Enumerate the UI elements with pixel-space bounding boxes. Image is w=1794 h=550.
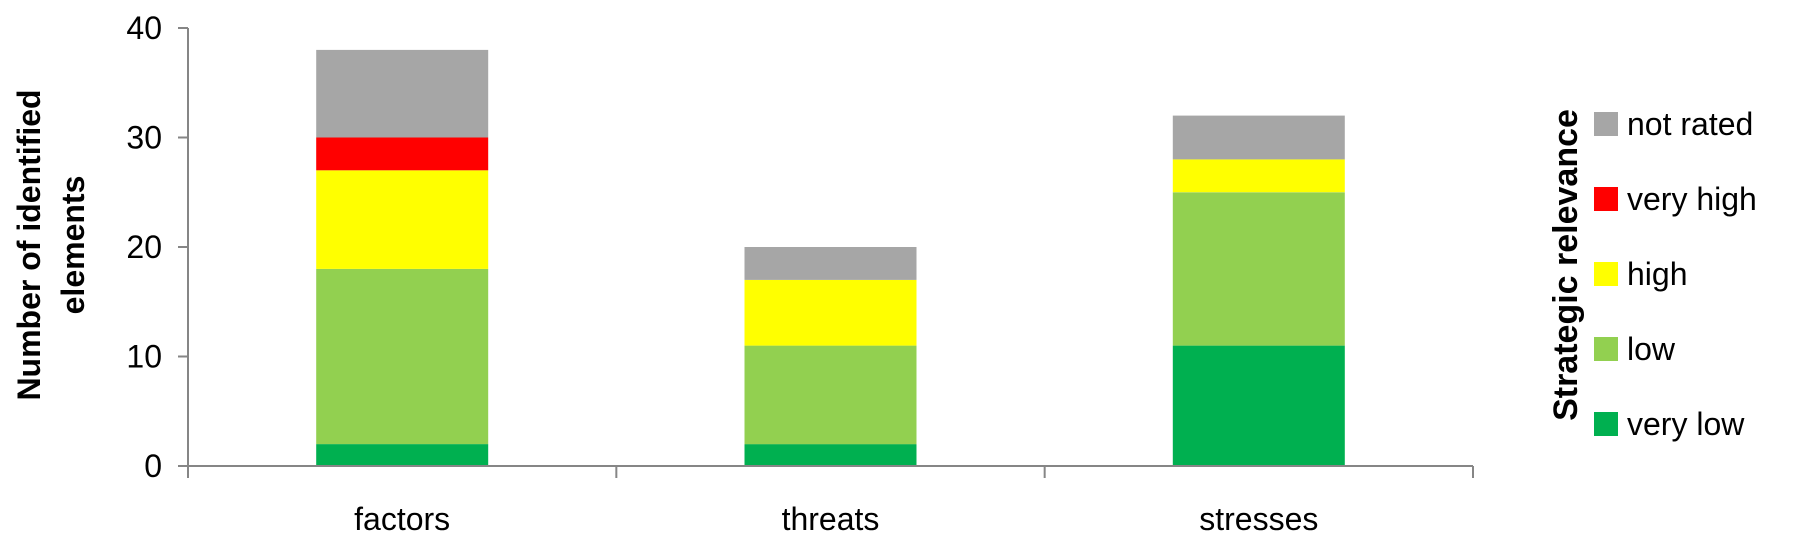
bar-segment-factors-very-high xyxy=(316,137,489,171)
x-tick-label-factors: factors xyxy=(354,501,450,537)
bar-segment-threats-low xyxy=(744,345,917,445)
y-axis-title-line-2: elements xyxy=(55,176,91,315)
legend-swatch-low xyxy=(1594,337,1618,361)
bar-segment-factors-high xyxy=(316,170,489,269)
legend-swatch-very-low xyxy=(1594,412,1618,436)
legend-swatch-not-rated xyxy=(1594,112,1618,136)
y-tick-label-0: 0 xyxy=(144,448,162,484)
bar-segment-stresses-not-rated xyxy=(1172,115,1345,160)
bar-segment-stresses-very-low xyxy=(1172,345,1345,466)
bars-group xyxy=(316,49,1345,466)
bar-segment-factors-not-rated xyxy=(316,49,489,138)
x-tick-label-stresses: stresses xyxy=(1199,501,1318,537)
legend-swatch-very-high xyxy=(1594,187,1618,211)
axes-group: 0 10 20 30 40 factors threats stresses xyxy=(126,10,1474,537)
bar-segment-factors-low xyxy=(316,268,489,445)
legend-label-high: high xyxy=(1627,256,1688,292)
bar-segment-stresses-high xyxy=(1172,159,1345,193)
legend-label-low: low xyxy=(1627,331,1676,367)
legend: Strategic relevance not rated very high hi… xyxy=(1547,106,1757,442)
legend-label-very-high: very high xyxy=(1627,181,1757,217)
bar-segment-threats-not-rated xyxy=(744,247,917,280)
y-tick-label-10: 10 xyxy=(126,339,162,375)
bar-segment-threats-high xyxy=(744,279,917,346)
y-tick-label-30: 30 xyxy=(126,120,162,156)
y-tick-label-20: 20 xyxy=(126,229,162,265)
y-axis-title: Number of identified elements xyxy=(11,89,91,400)
y-tick-label-40: 40 xyxy=(126,10,162,46)
x-tick-label-threats: threats xyxy=(782,501,880,537)
bar-segment-factors-very-low xyxy=(316,444,489,466)
y-axis-title-line-1: Number of identified xyxy=(11,89,47,400)
bar-segment-threats-very-low xyxy=(744,444,917,466)
bar-segment-stresses-low xyxy=(1172,192,1345,346)
legend-swatch-high xyxy=(1594,262,1618,286)
legend-label-not-rated: not rated xyxy=(1627,106,1753,142)
legend-title: Strategic relevance xyxy=(1547,109,1585,421)
legend-label-very-low: very low xyxy=(1627,406,1745,442)
